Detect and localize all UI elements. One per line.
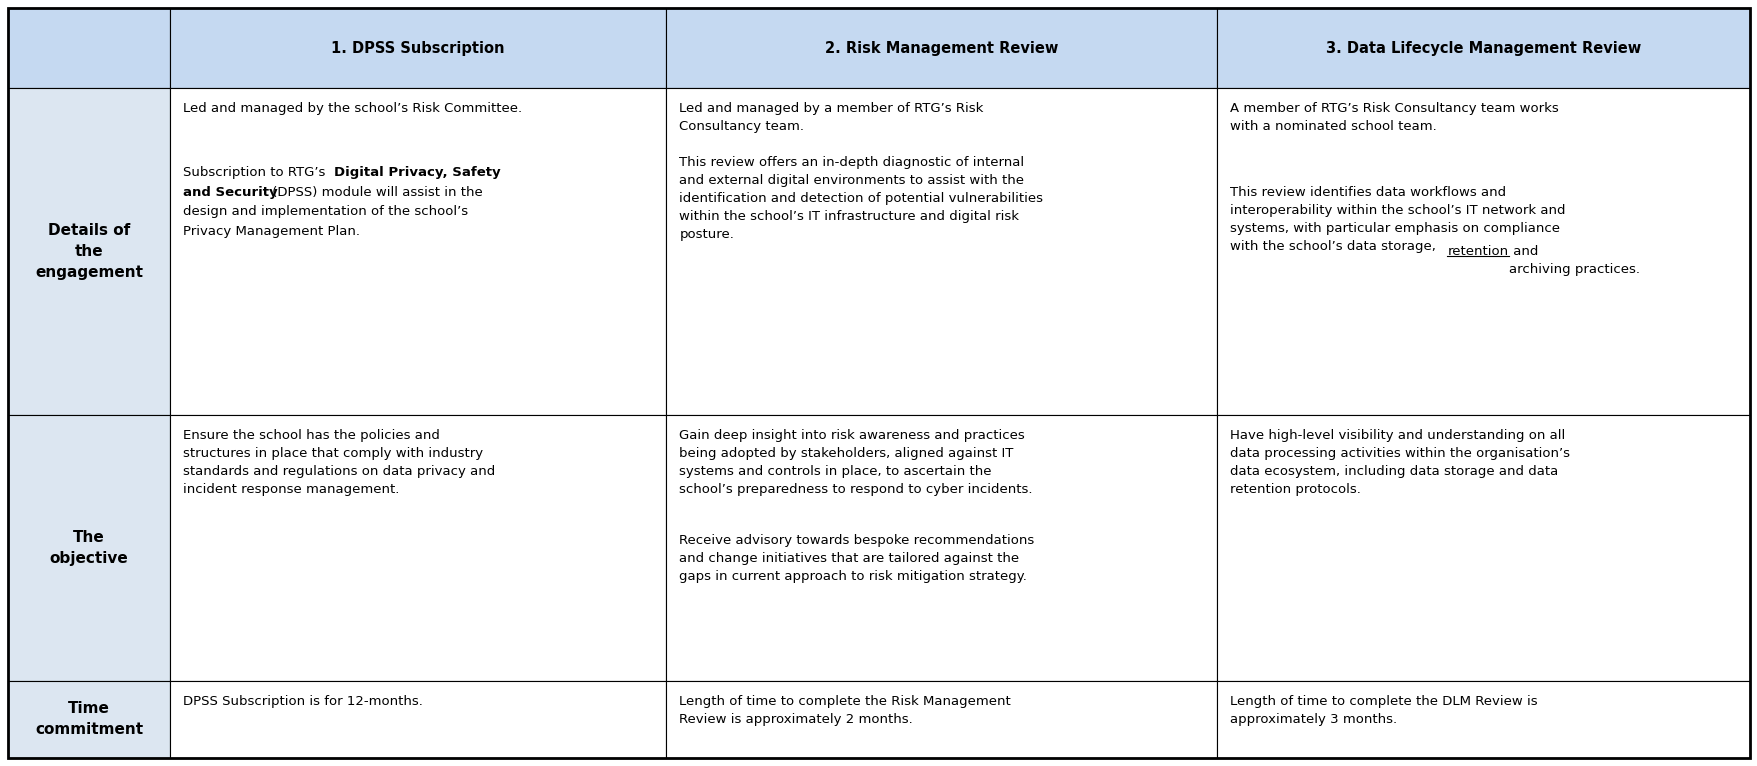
Text: design and implementation of the school’s: design and implementation of the school’… [183,205,467,218]
Text: Subscription to RTG’s: Subscription to RTG’s [183,165,330,178]
Bar [9,414,170,681]
Text: Time
commitment: Time commitment [35,702,142,738]
Text: Length of time to complete the Risk Management
Review is approximately 2 months.: Length of time to complete the Risk Mana… [680,695,1010,725]
Text: The
objective: The objective [49,529,128,565]
Text: Details of
the
engagement: Details of the engagement [35,223,142,280]
Bar [9,88,170,414]
Bar [170,8,666,88]
Text: 2. Risk Management Review: 2. Risk Management Review [824,41,1058,56]
Text: Led and managed by a member of RTG’s Risk
Consultancy team.

This review offers : Led and managed by a member of RTG’s Ris… [680,102,1044,241]
Text: Gain deep insight into risk awareness and practices
being adopted by stakeholder: Gain deep insight into risk awareness an… [680,428,1033,496]
Text: Digital Privacy, Safety: Digital Privacy, Safety [334,165,501,178]
Text: Ensure the school has the policies and
structures in place that comply with indu: Ensure the school has the policies and s… [183,428,495,496]
Text: Length of time to complete the DLM Review is
approximately 3 months.: Length of time to complete the DLM Revie… [1230,695,1537,725]
Text: 1. DPSS Subscription: 1. DPSS Subscription [332,41,504,56]
Bar [9,8,170,88]
Bar [666,414,1216,681]
Bar [666,8,1216,88]
Bar [1216,8,1748,88]
Bar [170,681,666,758]
Text: Led and managed by the school’s Risk Committee.: Led and managed by the school’s Risk Com… [183,102,522,115]
Bar [1216,414,1748,681]
Bar [1216,88,1748,414]
Text: A member of RTG’s Risk Consultancy team works
with a nominated school team.: A member of RTG’s Risk Consultancy team … [1230,102,1558,133]
Bar [666,88,1216,414]
Bar [666,681,1216,758]
Bar [1216,681,1748,758]
Text: Receive advisory towards bespoke recommendations
and change initiatives that are: Receive advisory towards bespoke recomme… [680,534,1035,583]
Text: Have high-level visibility and understanding on all
data processing activities w: Have high-level visibility and understan… [1230,428,1569,496]
Text: and Security: and Security [183,185,278,198]
Text: Privacy Management Plan.: Privacy Management Plan. [183,225,360,238]
Text: 3. Data Lifecycle Management Review: 3. Data Lifecycle Management Review [1325,41,1641,56]
Text: This review identifies data workflows and
interoperability within the school’s I: This review identifies data workflows an… [1230,185,1564,253]
Text: retention: retention [1446,245,1508,258]
Text: and
archiving practices.: and archiving practices. [1508,245,1639,276]
Bar [170,88,666,414]
Text: DPSS Subscription is for 12-months.: DPSS Subscription is for 12-months. [183,695,423,708]
Bar [170,414,666,681]
Bar [9,681,170,758]
Text: (DPSS) module will assist in the: (DPSS) module will assist in the [267,185,481,198]
